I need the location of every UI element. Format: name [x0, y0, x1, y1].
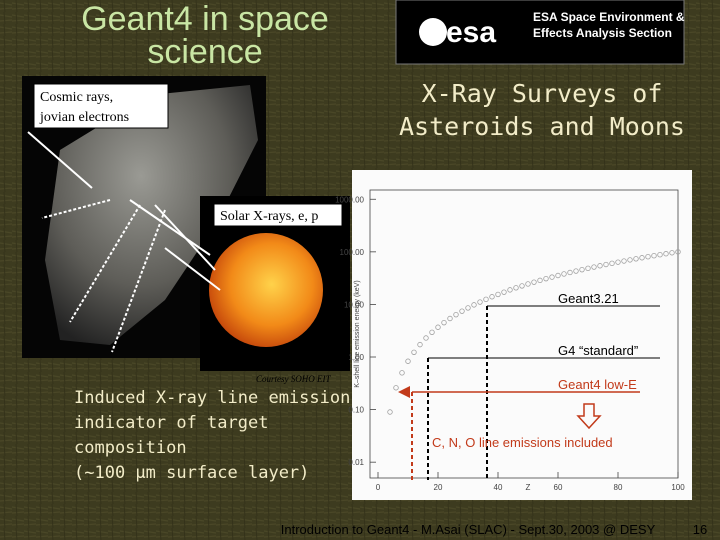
data-point [669, 250, 675, 256]
data-point [447, 315, 453, 322]
chart-panel [352, 170, 692, 500]
data-point [543, 275, 549, 282]
data-point [453, 311, 459, 318]
data-point [633, 256, 639, 262]
annotation: Geant4 low-E [558, 377, 637, 392]
sun [209, 233, 323, 347]
data-point [537, 277, 543, 284]
x-axis-label: Z [526, 483, 531, 492]
data-point [585, 265, 591, 272]
annotation: G4 “standard” [558, 343, 638, 358]
annotation: C, N, O line emissions included [432, 435, 613, 450]
annotation: Geant3.21 [558, 291, 619, 306]
label-box [33, 83, 169, 129]
data-point [459, 308, 465, 314]
data-point [549, 274, 555, 280]
x-tick-label: 60 [554, 483, 563, 492]
x-tick-label: 40 [494, 483, 503, 492]
chart: 0.01 0.10 1.00 10.00 100.00 1000.00 0 20 40 60 80 1… [335, 195, 685, 492]
data-point [573, 268, 579, 274]
data-point [597, 263, 603, 269]
data-point [393, 385, 399, 391]
body-line: Induced X-ray line emission: [74, 388, 361, 408]
y-tick-label: 100.00 [340, 248, 365, 257]
data-point [579, 266, 585, 273]
label-text: Solar X-rays, e, p [220, 209, 318, 224]
label-text: jovian electrons [39, 110, 129, 125]
x-tick-label: 0 [376, 483, 381, 492]
data-point [639, 255, 645, 261]
data-point [525, 281, 531, 287]
data-point [435, 324, 441, 330]
data-point [465, 305, 471, 311]
y-tick-label: 0.10 [348, 406, 364, 415]
data-point [555, 272, 561, 279]
body-line: indicator of target [74, 413, 268, 433]
y-tick-label: 0.01 [348, 458, 364, 467]
data-point [657, 252, 663, 258]
subtitle: X-Ray Surveys of [422, 79, 663, 108]
page-number: 16 [693, 522, 707, 537]
label-box [213, 203, 343, 227]
body-text: Induced X-ray line emission: indicator o… [74, 388, 361, 483]
data-point [591, 264, 597, 270]
body-line: (~100 μm surface layer) [74, 463, 309, 483]
data-point [471, 302, 477, 308]
y-tick-label: 10.00 [344, 300, 365, 309]
data-point [489, 294, 495, 300]
data-point [429, 329, 435, 336]
data-point [603, 261, 609, 268]
credit: Courtesy SOHO EIT [256, 374, 331, 384]
data-point [531, 279, 537, 285]
data-point [501, 289, 507, 295]
data-point [651, 252, 657, 259]
arrows [27, 131, 221, 353]
data-point [477, 299, 483, 305]
data-point [615, 259, 621, 265]
esa-logo-mark [419, 18, 447, 46]
data-point [675, 249, 681, 255]
y-tick-label: 1000.00 [335, 195, 364, 204]
subtitle: Asteroids and Moons [399, 112, 685, 141]
title: Geant4 in space [81, 0, 329, 38]
x-tick-label: 100 [671, 483, 685, 492]
data-point [405, 358, 411, 364]
data-point [627, 257, 633, 263]
data-point [519, 283, 525, 289]
x-tick-label: 20 [434, 483, 443, 492]
data-point [495, 291, 501, 298]
y-axis-label: K–shell line emission energy (keV) [354, 280, 361, 387]
down-arrow [576, 403, 602, 430]
data-point [387, 409, 393, 415]
label-text: Cosmic rays, [40, 90, 113, 105]
esa-logo: esa [446, 16, 496, 49]
data-point [567, 269, 573, 276]
data-point [513, 285, 519, 291]
banner-text: ESA Space Environment & [533, 10, 685, 24]
data-point [609, 260, 615, 267]
banner-text: Effects Analysis Section [533, 26, 672, 40]
data-point [399, 370, 405, 376]
data-point [411, 349, 417, 355]
data-point [417, 341, 423, 348]
data-point [507, 287, 513, 293]
data-point [423, 335, 429, 341]
data-point [483, 296, 489, 303]
y-tick-label: 1.00 [348, 353, 364, 362]
plot-frame [369, 189, 679, 479]
data-point [441, 319, 447, 326]
data-point [621, 258, 627, 264]
body-line: composition [74, 438, 187, 458]
x-tick-label: 80 [614, 483, 623, 492]
data-point [663, 251, 669, 257]
data-point [645, 254, 651, 260]
footer: Introduction to Geant4 - M.Asai (SLAC) -… [281, 522, 656, 537]
data-point [561, 271, 567, 277]
title: science [147, 33, 262, 71]
annotation-arrow [398, 386, 410, 398]
